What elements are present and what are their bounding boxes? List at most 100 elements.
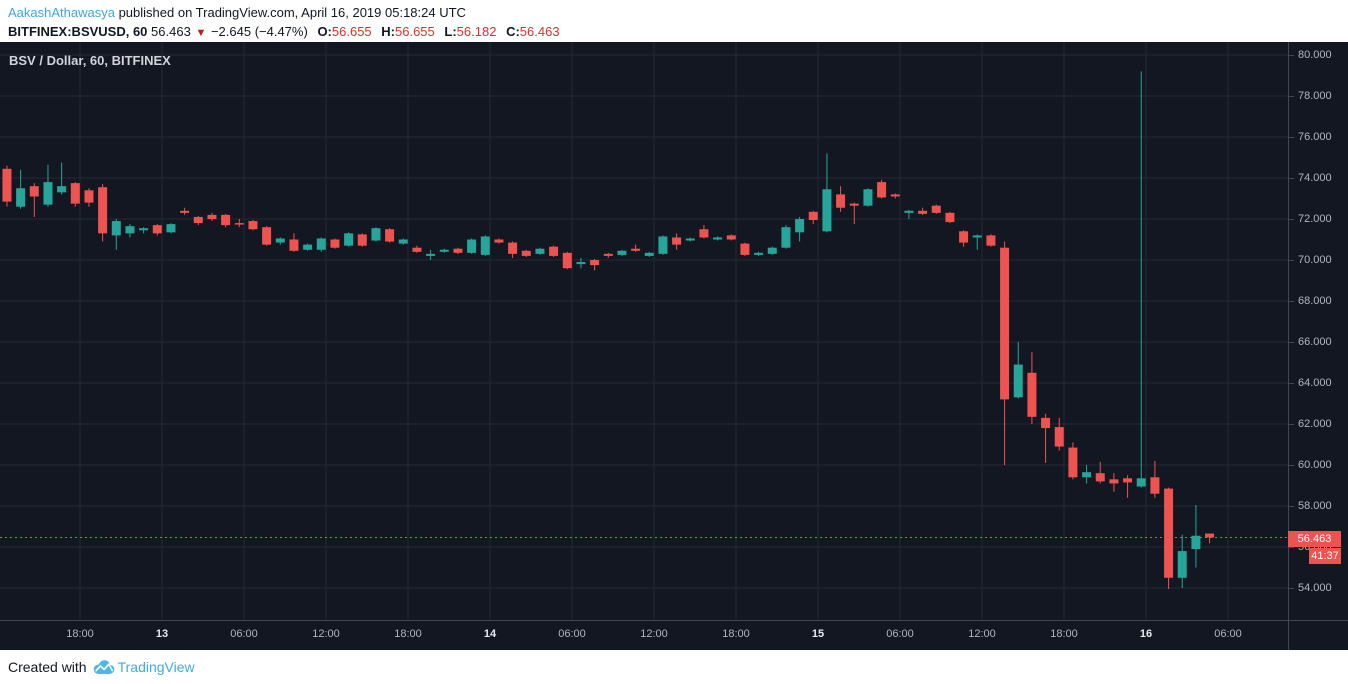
axis-corner-separator [1288, 620, 1289, 650]
time-axis-label: 06:00 [558, 628, 586, 640]
candlestick-svg[interactable] [0, 42, 1288, 620]
candle-up-body [275, 238, 285, 243]
candle-up-body [904, 210, 914, 213]
candle-up-body [426, 253, 436, 256]
candle-up-body [166, 224, 176, 233]
candle-down-body [70, 183, 80, 204]
candle-up-body [863, 189, 873, 206]
candle-up-body [480, 236, 490, 255]
candle-up-body [1177, 551, 1187, 578]
time-axis-day-label: 13 [155, 628, 169, 640]
candle-up-body [16, 188, 26, 207]
candle-down-body [1150, 477, 1160, 494]
candle-down-body [180, 210, 190, 213]
chart-area[interactable]: BSV / Dollar, 60, BITFINEX 80.000 78.000 7… [0, 42, 1348, 650]
candle-up-body [398, 239, 408, 244]
price-axis-tick [1289, 464, 1294, 466]
candle-down-body [1164, 488, 1174, 578]
candle-down-body [1109, 479, 1119, 484]
candle-up-body [125, 226, 135, 234]
candle-down-body [986, 235, 996, 246]
candle-up-body [43, 182, 53, 205]
candle-down-body [207, 214, 217, 219]
candle-down-body [631, 248, 641, 251]
author-link[interactable]: AakashAthawasya [8, 5, 115, 20]
candle-up-body [139, 228, 149, 231]
candle-down-body [808, 211, 818, 221]
price-axis-tick [1289, 95, 1294, 97]
price-axis-tick [1289, 505, 1294, 507]
candle-up-body [822, 189, 832, 232]
candle-down-body [508, 242, 518, 254]
candle-down-body [193, 216, 203, 224]
high-label: H: [381, 24, 395, 39]
candle-up-body [767, 247, 777, 254]
price-axis-tick [1289, 423, 1294, 425]
high-value: 56.655 [395, 24, 435, 39]
candle-up-body [467, 239, 477, 253]
price-axis-tick [1289, 177, 1294, 179]
last-price: 56.463 [151, 24, 191, 39]
candle-up-body [972, 235, 982, 238]
price-axis-tick [1289, 54, 1294, 56]
price-axis-label: 78.000 [1298, 90, 1332, 102]
candle-up-body [685, 238, 695, 241]
published-line: AakashAthawasya published on TradingView… [8, 3, 1348, 22]
candle-down-body [699, 229, 709, 238]
time-axis-label: 12:00 [312, 628, 340, 640]
last-price-badge: 56.463 [1288, 531, 1341, 547]
time-axis-label: 06:00 [886, 628, 914, 640]
candle-down-body [877, 182, 887, 198]
candle-down-body [726, 235, 736, 240]
published-text: published on TradingView.com, April 16, … [114, 5, 466, 20]
candle-up-body [617, 250, 627, 255]
candle-up-body [371, 228, 381, 241]
candle-down-body [29, 186, 39, 197]
candle-down-body [1068, 447, 1078, 478]
time-axis-label: 12:00 [968, 628, 996, 640]
price-axis-label: 60.000 [1298, 459, 1332, 471]
candle-down-body [494, 239, 504, 243]
symbol-label: BITFINEX:BSVUSD, 60 [8, 24, 148, 39]
candle-down-body [549, 246, 559, 256]
candle-up-body [303, 244, 313, 250]
price-axis-label: 68.000 [1298, 295, 1332, 307]
low-value: 56.182 [456, 24, 497, 39]
candle-down-body [1027, 372, 1037, 417]
candle-up-body [795, 219, 805, 233]
bar-countdown-badge: 41:37 [1309, 548, 1341, 564]
attribution-footer: Created with TradingView [0, 650, 1348, 684]
candle-down-body [931, 205, 941, 213]
time-axis-label: 18:00 [66, 628, 94, 640]
candle-up-body [1082, 472, 1092, 478]
tradingview-brand-link[interactable]: TradingView [87, 659, 195, 675]
candle-up-body [781, 227, 791, 248]
candle-down-body [84, 190, 94, 203]
candle-down-body [521, 250, 531, 256]
time-axis-day-label: 16 [1139, 628, 1153, 640]
time-axis-label: 12:00 [640, 628, 668, 640]
candle-down-body [412, 247, 422, 252]
candle-down-body [672, 237, 682, 245]
candle-down-body [262, 227, 272, 245]
time-axis-label: 18:00 [1050, 628, 1078, 640]
time-axis[interactable]: 18:00 13 06:00 12:00 18:00 14 06:00 12:00 18:00 1… [0, 620, 1348, 650]
time-axis-day-label: 14 [483, 628, 497, 640]
candle-down-body [152, 225, 162, 234]
candle-down-body [590, 260, 600, 266]
candle-up-body [644, 252, 654, 256]
close-value: 56.463 [519, 24, 560, 39]
candle-down-body [234, 223, 244, 225]
candle-up-body [1013, 364, 1023, 398]
created-with-text: Created with [8, 659, 87, 675]
price-axis-label: 72.000 [1298, 213, 1332, 225]
price-axis-label: 58.000 [1298, 500, 1332, 512]
candle-down-body [98, 187, 108, 234]
price-axis-tick [1289, 300, 1294, 302]
candle-down-body [1041, 417, 1051, 429]
candle-up-body [1191, 535, 1201, 550]
candle-up-body [713, 237, 723, 240]
candle-down-body [221, 214, 231, 226]
candle-down-body [849, 203, 859, 206]
